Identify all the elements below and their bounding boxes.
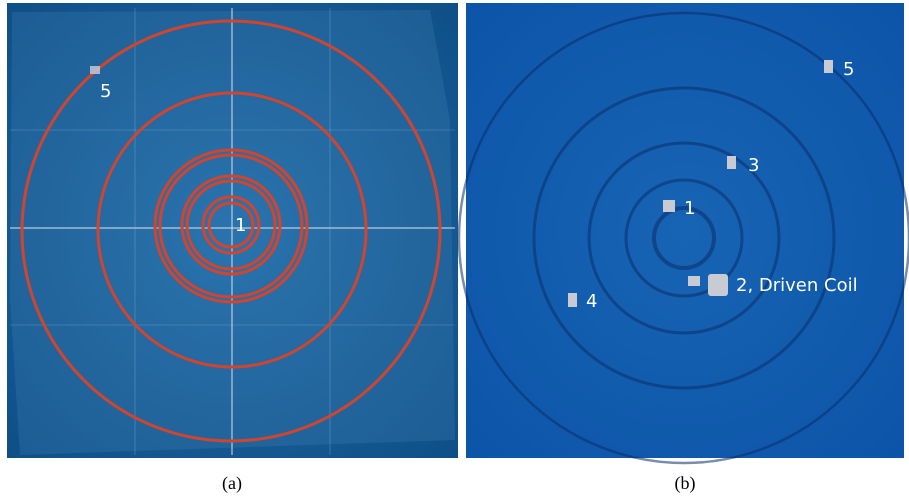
- coil-label: 3: [748, 155, 759, 176]
- photo-a: 5 1: [7, 3, 458, 458]
- figure: 5 1 5 3 1 2, Driven Coil 4 (a) (b): [0, 0, 909, 502]
- photo-b: 5 3 1 2, Driven Coil 4: [459, 3, 909, 463]
- coil-label: 4: [586, 291, 597, 312]
- coil-label: 5: [100, 81, 111, 102]
- coil-label: 2, Driven Coil: [736, 275, 858, 296]
- caption: (b): [675, 473, 696, 494]
- page: 5 1 5 3 1 2, Driven Coil 4 (a) (b) (() =…: [0, 0, 909, 502]
- caption: (a): [222, 473, 242, 494]
- coil-label: 1: [235, 215, 246, 236]
- coil-label: 1: [684, 198, 695, 219]
- coil-label: 5: [843, 59, 854, 80]
